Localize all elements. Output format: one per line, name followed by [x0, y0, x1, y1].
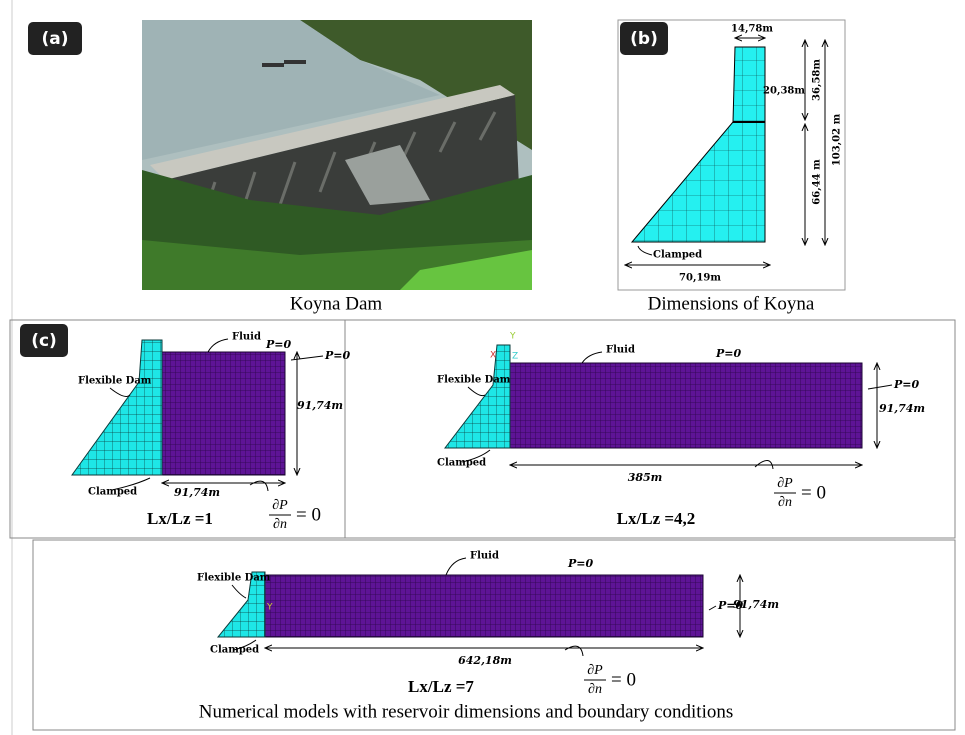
- figure: (a) Koyna Dam (b) 14,78m 20,38m 36,58m 6…: [0, 0, 965, 735]
- flux-rhs: = 0: [801, 482, 826, 503]
- dim-label: 91,74m: [879, 402, 925, 415]
- ratio-label: Lx/Lz =1: [147, 509, 213, 528]
- dim-label: 91,74m: [174, 486, 220, 499]
- boundary-label: Clamped: [88, 487, 137, 498]
- flux-denominator: ∂n: [273, 517, 287, 532]
- dim-label: 91,74m: [733, 598, 779, 611]
- dam-label: Flexible Dam: [437, 375, 511, 386]
- flux-rhs: = 0: [296, 504, 321, 525]
- boundary-label: Clamped: [437, 458, 486, 469]
- fluid-label: Fluid: [606, 345, 635, 356]
- ratio-label: Lx/Lz =4,2: [617, 509, 696, 528]
- caption: Koyna Dam: [290, 293, 383, 314]
- dam-label: Flexible Dam: [197, 573, 271, 584]
- reservoir-mesh: [510, 363, 862, 448]
- axis-label: Y: [266, 603, 273, 613]
- dam-label: Flexible Dam: [78, 376, 152, 387]
- fluid-label: Fluid: [470, 551, 499, 562]
- photo: [142, 20, 532, 290]
- axis-label: Z: [512, 352, 518, 362]
- dim-label: 642,18m: [458, 654, 512, 667]
- reservoir-mesh: [162, 352, 285, 475]
- fluid-label: Fluid: [232, 332, 261, 343]
- ratio-label: Lx/Lz =7: [408, 677, 474, 696]
- boundary-label: P=0: [567, 557, 593, 570]
- boundary-label: P=0: [324, 349, 350, 362]
- dim-label: 103,02 m: [832, 113, 843, 166]
- flux-numerator: ∂P: [587, 663, 603, 678]
- dim-label: 91,74m: [297, 399, 343, 412]
- dim-label: 14,78m: [731, 24, 773, 35]
- dim-label: 66,44 m: [812, 159, 823, 205]
- panel-label: (b): [630, 29, 658, 49]
- boundary-label: Clamped: [653, 250, 702, 261]
- axis-label: Y: [509, 332, 516, 342]
- dim-label: 36,58m: [812, 59, 823, 101]
- boundary-label: P=0: [715, 347, 741, 360]
- dim-label: 385m: [628, 471, 663, 484]
- flux-denominator: ∂n: [778, 495, 792, 510]
- axis-label: X: [490, 351, 496, 361]
- caption: Dimensions of Koyna: [648, 293, 815, 314]
- flux-rhs: = 0: [611, 669, 636, 690]
- flux-numerator: ∂P: [777, 476, 793, 491]
- flux-denominator: ∂n: [588, 682, 602, 697]
- boundary-label: P=0: [265, 338, 291, 351]
- flux-numerator: ∂P: [272, 498, 288, 513]
- boundary-label: P=0: [893, 378, 919, 391]
- reservoir-mesh: [265, 575, 703, 637]
- dim-label: 70,19m: [679, 273, 721, 284]
- panel-label: (c): [31, 331, 57, 351]
- dim-label: 20,38m: [763, 86, 805, 97]
- caption: Numerical models with reservoir dimensio…: [199, 701, 734, 722]
- panel-label: (a): [41, 29, 68, 49]
